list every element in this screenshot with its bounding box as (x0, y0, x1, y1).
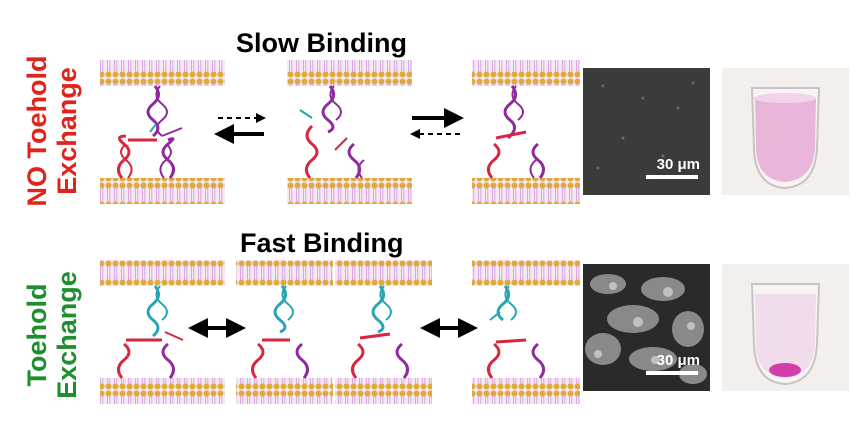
membrane-top-4 (100, 260, 225, 286)
test-tube-photo-toehold (722, 264, 849, 391)
membrane-top-5 (236, 260, 333, 286)
double-helix-icon (487, 85, 545, 179)
arrow-icon (214, 113, 266, 144)
membrane-top-1 (100, 60, 225, 86)
scale-bar-label: 30 μm (656, 156, 700, 173)
scale-bar-label: 30 μm (656, 352, 700, 369)
scale-bar (646, 371, 698, 375)
test-tube-icon (722, 264, 849, 391)
double-helix-icon (117, 85, 183, 179)
membrane-top-2 (287, 60, 412, 86)
micrograph-toehold: 30 μm (583, 264, 710, 391)
membrane-top-3 (472, 60, 580, 86)
membrane-bottom-2 (287, 178, 412, 204)
membrane-bottom-7 (472, 378, 580, 404)
membrane-top-6 (335, 260, 432, 286)
binding-scheme (100, 60, 580, 404)
row-title-fast: Fast Binding (240, 228, 404, 258)
double-helix-icon (299, 85, 365, 179)
test-tube-icon (722, 68, 849, 195)
membrane-top-7 (472, 260, 580, 286)
micrograph-no-toehold: 30 μm (583, 68, 710, 195)
membrane-bottom-1 (100, 178, 225, 204)
arrow-icon (410, 108, 464, 139)
double-helix-icon (117, 285, 545, 379)
membrane-bottom-5 (236, 378, 333, 404)
test-tube-photo-no-toehold (722, 68, 849, 195)
membrane-bottom-3 (472, 178, 580, 204)
membrane-bottom-6 (335, 378, 432, 404)
membrane-bottom-4 (100, 378, 225, 404)
row-title-slow: Slow Binding (236, 28, 407, 58)
scale-bar (646, 175, 698, 179)
